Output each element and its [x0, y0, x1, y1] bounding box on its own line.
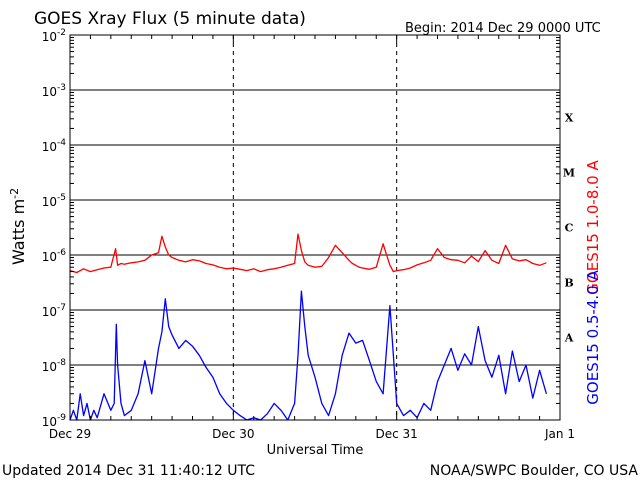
series-legend-label: GOES15 1.0-8.0 A	[584, 160, 602, 295]
x-tick-label: Jan 1	[544, 427, 575, 441]
y-tick-label: 10-6	[42, 248, 67, 264]
flare-class-label: A	[564, 332, 574, 345]
y-tick-label: 10-3	[42, 83, 66, 99]
flare-class-label: B	[564, 277, 573, 290]
y-tick-label: 10-7	[42, 303, 66, 319]
footer-updated: Updated 2014 Dec 31 11:40:12 UTC	[2, 463, 255, 479]
series-line-long-channel	[69, 233, 547, 274]
x-tick-label: Dec 29	[49, 427, 91, 441]
flare-class-label: C	[565, 222, 574, 235]
x-tick-label: Dec 31	[376, 427, 418, 441]
flare-class-label: M	[563, 167, 575, 180]
tick-labels: 10-9 10-8 10-7 10-6 10-5 10-4 10-3 10-2 Dec 29 De…	[42, 28, 602, 441]
y-tick-label: 10-8	[42, 358, 67, 374]
y-tick-label: 10-2	[42, 28, 66, 44]
y-tick-label: 10-4	[42, 138, 67, 154]
x-tick-label: Dec 30	[212, 427, 254, 441]
chart-title: GOES Xray Flux (5 minute data)	[34, 9, 306, 29]
footer-credit: NOAA/SWPC Boulder, CO USA	[430, 463, 639, 479]
begin-label: Begin: 2014 Dec 29 0000 UTC	[405, 21, 601, 36]
series-legend-label: GOES15 0.5-4.0 A	[584, 270, 602, 405]
series-lines	[69, 233, 548, 421]
x-axis-label: Universal Time	[267, 443, 364, 458]
y-axis-label: Watts m-2	[8, 188, 28, 265]
y-tick-label: 10-9	[42, 413, 67, 429]
y-tick-label: 10-5	[42, 193, 66, 209]
axes	[69, 34, 561, 421]
flare-class-label: X	[565, 112, 574, 125]
series-line-short-channel	[69, 290, 548, 421]
